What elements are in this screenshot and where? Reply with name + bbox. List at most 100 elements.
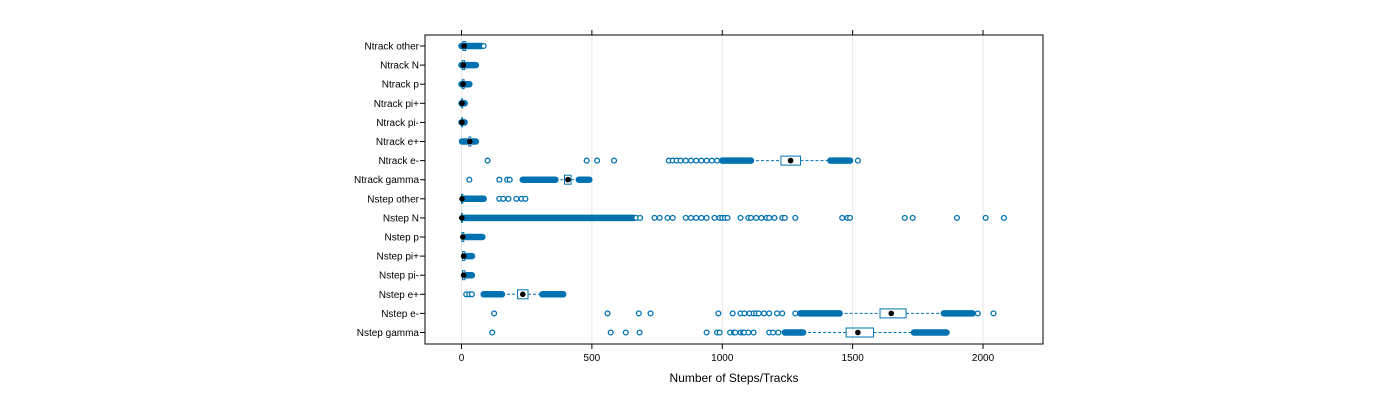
outlier-point <box>693 214 700 221</box>
x-tick-label: 0 <box>459 353 465 364</box>
outlier-point <box>637 214 644 221</box>
category-label: Nstep p <box>385 233 420 244</box>
outlier-point <box>714 157 721 164</box>
x-axis-title: Number of Steps/Tracks <box>670 371 799 385</box>
category-label: Nstep N <box>383 213 419 224</box>
outlier-point <box>636 329 643 336</box>
category-label: Nstep e- <box>381 309 419 320</box>
box-nstep-n <box>458 212 1007 223</box>
outlier-point <box>594 157 601 164</box>
outlier-point <box>982 214 989 221</box>
outlier-point <box>466 176 473 183</box>
x-tick-label: 1000 <box>711 353 734 364</box>
outlier-point <box>647 310 654 317</box>
median-point <box>461 43 467 49</box>
box-ntrack-pi- <box>458 117 468 128</box>
outlier-point <box>604 310 611 317</box>
outlier-point <box>854 157 861 164</box>
median-point <box>855 329 861 336</box>
median-point <box>460 81 466 87</box>
category-label: Nstep pi+ <box>376 252 419 263</box>
outlier-point <box>484 157 491 164</box>
category-label: Ntrack pi- <box>376 118 419 129</box>
x-tick-label: 1500 <box>842 353 865 364</box>
category-label: Ntrack pi+ <box>374 99 419 110</box>
outlier-point <box>635 310 642 317</box>
outlier-point <box>753 214 760 221</box>
outlier-point <box>716 329 723 336</box>
iqr-box <box>780 155 801 166</box>
outlier-point <box>693 157 700 164</box>
category-label: Ntrack N <box>380 61 419 72</box>
outlier-point <box>651 214 658 221</box>
outlier-point <box>496 176 503 183</box>
outlier-point <box>677 157 684 164</box>
box-nstep-p <box>460 232 486 242</box>
outlier-point <box>703 157 710 164</box>
outlier-point <box>775 329 782 336</box>
outlier-point <box>792 310 799 317</box>
outlier-point <box>737 214 744 221</box>
box-ntrack-other <box>458 41 487 51</box>
median-point <box>888 310 895 317</box>
median-point <box>459 100 465 107</box>
outlier-point <box>766 214 773 221</box>
outlier-point <box>611 157 618 164</box>
outlier-point <box>687 214 695 221</box>
box-nstep-e- <box>463 289 567 300</box>
outlier-point <box>724 214 731 221</box>
median-point <box>459 119 465 126</box>
box-nstep-other <box>459 193 529 204</box>
outlier-point <box>703 329 710 336</box>
iqr-box <box>845 327 875 338</box>
x-tick-label: 500 <box>584 353 601 364</box>
box-ntrack-e- <box>484 155 861 166</box>
outlier-point <box>770 329 777 336</box>
category-label: Ntrack gamma <box>354 175 419 186</box>
outlier-point <box>500 195 507 202</box>
x-tick-label: 2000 <box>972 353 995 364</box>
category-label: Ntrack p <box>382 80 420 91</box>
outlier-point <box>846 214 854 221</box>
box-ntrack-pi- <box>458 98 468 109</box>
outlier-point <box>698 157 705 164</box>
outlier-point <box>513 195 520 202</box>
outlier-point <box>607 329 614 336</box>
outlier-point <box>669 214 676 221</box>
outlier-point <box>909 214 916 221</box>
box-nstep-gamma <box>489 327 950 338</box>
outlier-point <box>687 157 695 164</box>
outlier-point <box>755 310 762 317</box>
median-point <box>467 138 473 145</box>
x-axis: 0 500 1000 1500 2000 <box>459 30 995 364</box>
outlier-point <box>760 310 768 317</box>
category-label: Ntrack e- <box>378 156 419 167</box>
box-nstep-pi- <box>460 270 476 281</box>
outlier-point <box>766 310 773 317</box>
iqr-box <box>517 289 529 300</box>
median-point <box>460 234 466 240</box>
outlier-point <box>682 157 689 164</box>
outlier-point <box>839 214 846 221</box>
outlier-point <box>974 310 981 317</box>
category-label: Nstep e+ <box>379 290 419 301</box>
box-ntrack-p <box>458 79 473 90</box>
outlier-point <box>583 157 590 164</box>
outlier-point <box>489 329 496 336</box>
outlier-point <box>779 310 786 317</box>
outlier-point <box>491 310 498 317</box>
plot-panel <box>424 34 1044 345</box>
median-point <box>519 291 526 298</box>
outlier-point <box>750 329 757 336</box>
outlier-point <box>901 214 908 221</box>
category-label: Nstep pi- <box>379 271 419 282</box>
outlier-point <box>773 310 781 317</box>
outlier-point <box>732 329 739 336</box>
outlier-point <box>953 214 960 221</box>
outlier-point <box>682 214 689 221</box>
category-label: Ntrack other <box>365 42 420 53</box>
median-point <box>459 196 465 202</box>
outlier-point <box>747 214 754 221</box>
outlier-point <box>656 214 663 221</box>
outlier-point <box>1000 214 1007 221</box>
